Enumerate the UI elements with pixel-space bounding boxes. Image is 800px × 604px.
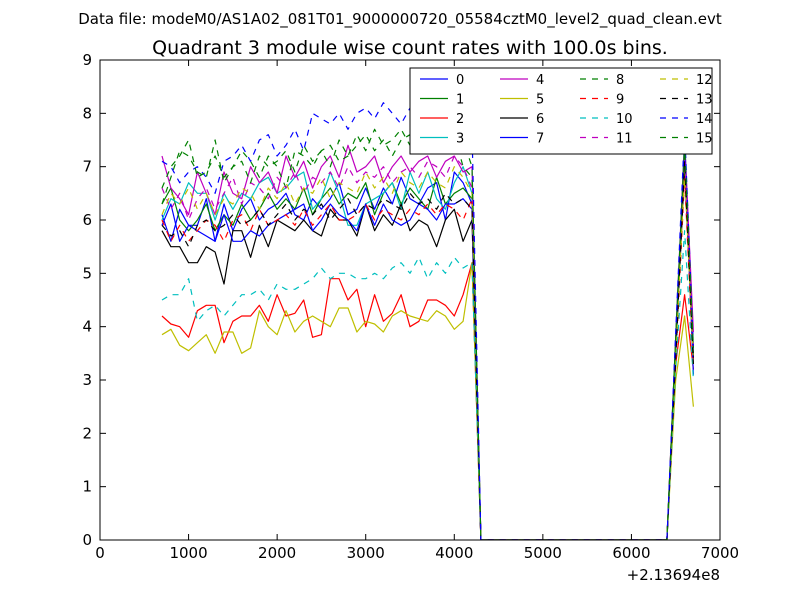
axes-frame: [99, 59, 721, 541]
y-tick-label: 4: [82, 318, 92, 336]
legend-label-13: 13: [696, 93, 713, 108]
x-tick-label: 0: [95, 544, 105, 562]
legend-label-14: 14: [696, 112, 713, 127]
x-tick-label: 7000: [701, 544, 739, 562]
y-tick-label: 6: [82, 211, 92, 229]
x-tick-label: 5000: [524, 544, 562, 562]
series-line-13: [161, 160, 694, 540]
legend-label-6: 6: [536, 112, 544, 127]
y-tick-label: 7: [82, 158, 92, 176]
legend-label-2: 2: [456, 112, 464, 127]
legend-label-12: 12: [696, 73, 713, 88]
legend-label-3: 3: [456, 132, 464, 147]
legend-label-5: 5: [536, 93, 544, 108]
x-tick-label: 6000: [612, 544, 650, 562]
series-line-4: [161, 139, 694, 540]
series-layer: [161, 96, 694, 540]
series-line-5: [161, 262, 694, 540]
legend-label-15: 15: [696, 132, 713, 147]
series-line-9: [161, 176, 694, 540]
series-line-3: [161, 134, 694, 540]
series-line-1: [161, 155, 694, 540]
x-tick-label: 3000: [347, 544, 385, 562]
series-line-12: [161, 166, 694, 540]
y-tick-label: 2: [82, 424, 92, 442]
legend-label-8: 8: [616, 73, 624, 88]
legend-label-0: 0: [456, 73, 464, 88]
legend-label-11: 11: [616, 132, 633, 147]
chart-title: Quadrant 3 module wise count rates with …: [152, 37, 668, 59]
x-offset-label: +2.13694e8: [627, 566, 720, 584]
y-tick-label: 0: [82, 531, 92, 549]
suptitle: Data file: modeM0/AS1A02_081T01_90000007…: [78, 10, 722, 29]
y-tick-label: 3: [82, 371, 92, 389]
y-tick-label: 8: [82, 104, 92, 122]
y-tick-label: 9: [82, 51, 92, 69]
y-tick-label: 5: [82, 264, 92, 282]
legend-label-9: 9: [616, 93, 624, 108]
series-line-2: [161, 262, 694, 540]
x-tick-label: 1000: [169, 544, 207, 562]
series-line-10: [161, 230, 694, 540]
legend-label-7: 7: [536, 132, 544, 147]
legend-label-1: 1: [456, 93, 464, 108]
legend-label-10: 10: [616, 112, 633, 127]
legend-box: [409, 67, 713, 155]
y-tick-label: 1: [82, 478, 92, 496]
x-tick-label: 4000: [435, 544, 473, 562]
legend-label-4: 4: [536, 73, 544, 88]
x-tick-label: 2000: [258, 544, 296, 562]
